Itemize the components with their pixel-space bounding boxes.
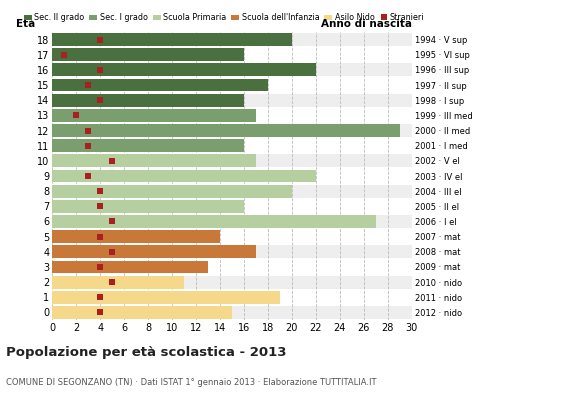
Bar [52,306,232,319]
Bar [52,94,412,107]
Bar [52,260,412,273]
Text: Anno di nascita: Anno di nascita [321,19,412,29]
Bar [52,276,412,288]
Bar [52,215,376,228]
Bar [52,245,412,258]
Bar [52,33,412,46]
Bar [52,276,184,288]
Bar [52,215,412,228]
Bar [52,154,412,167]
Text: Età: Età [16,19,35,29]
Bar [52,185,412,198]
Bar [52,200,412,213]
Bar [52,124,412,137]
Text: COMUNE DI SEGONZANO (TN) · Dati ISTAT 1° gennaio 2013 · Elaborazione TUTTITALIA.: COMUNE DI SEGONZANO (TN) · Dati ISTAT 1°… [6,378,376,387]
Bar [52,139,412,152]
Bar [52,291,280,304]
Text: Popolazione per età scolastica - 2013: Popolazione per età scolastica - 2013 [6,346,287,359]
Bar [52,170,412,182]
Bar [52,230,412,243]
Legend: Sec. II grado, Sec. I grado, Scuola Primaria, Scuola dell'Infanzia, Asilo Nido, : Sec. II grado, Sec. I grado, Scuola Prim… [24,13,425,22]
Bar [52,306,412,319]
Bar [52,245,256,258]
Bar [52,48,244,61]
Bar [52,291,412,304]
Bar [52,170,316,182]
Bar [52,109,412,122]
Bar [52,79,412,92]
Bar [52,154,256,167]
Bar [52,124,400,137]
Bar [52,48,412,61]
Bar [52,260,208,273]
Bar [52,79,268,92]
Bar [52,230,220,243]
Bar [52,185,292,198]
Bar [52,109,256,122]
Bar [52,64,412,76]
Bar [52,94,244,107]
Bar [52,33,292,46]
Bar [52,139,244,152]
Bar [52,64,316,76]
Bar [52,200,244,213]
